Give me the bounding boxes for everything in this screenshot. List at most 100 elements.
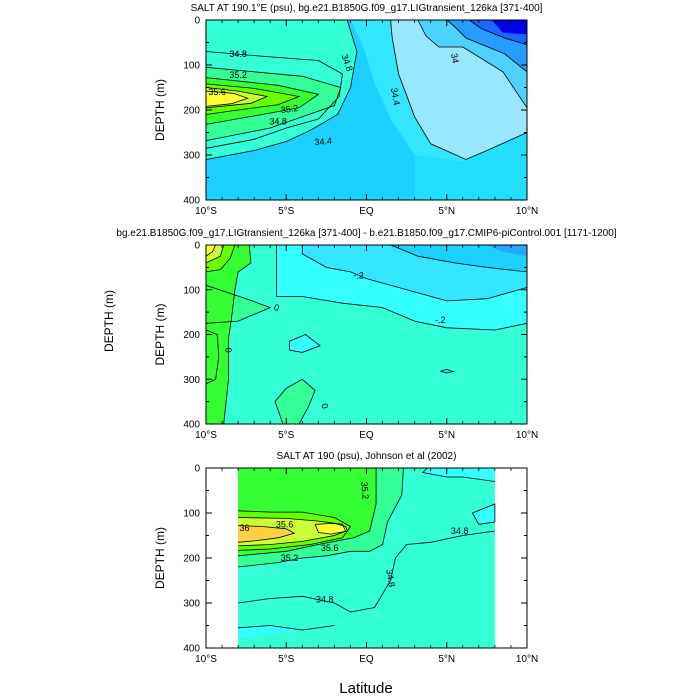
contour-line bbox=[421, 468, 495, 482]
plot-area: 35.2 35.6 36 35.6 35.2 34.8 34.8 34.8 bbox=[206, 468, 527, 648]
y-tick-label: 100 bbox=[183, 285, 200, 296]
contour-line bbox=[274, 378, 316, 424]
contour-fill-region bbox=[238, 625, 335, 639]
plot-area: 0 0 0 -.2 -.2 bbox=[206, 245, 527, 424]
x-tick-label: 5°N bbox=[438, 206, 455, 217]
contour-line bbox=[206, 66, 342, 141]
contour-line bbox=[206, 77, 320, 125]
contour-fill-region bbox=[206, 330, 219, 384]
x-tick-label: 5°S bbox=[278, 430, 295, 441]
contour-line bbox=[390, 245, 527, 273]
contour-line bbox=[238, 625, 335, 631]
panel-title: bg.e21.B1850G.f09_g17.LIGtransient_126ka… bbox=[116, 228, 616, 239]
y-tick-label: 200 bbox=[183, 330, 200, 341]
plot-area: 34.835.235.635.234.834.834.434.434 bbox=[206, 20, 527, 200]
contour-label: 35.2 bbox=[280, 103, 299, 115]
contour-line bbox=[238, 510, 352, 551]
contour-line bbox=[206, 87, 269, 109]
x-tick-label: EQ bbox=[359, 430, 374, 441]
contour-fill-region bbox=[390, 245, 527, 272]
contour-fill-region bbox=[289, 334, 320, 353]
contour-line bbox=[223, 245, 252, 424]
panel-salinity-difference: 0 0 0 -.2 -.2 bg.e21.B1850G.f09_g17.LIGtransi… bbox=[116, 228, 616, 441]
x-tick-label: 10°S bbox=[195, 206, 217, 217]
contour-line bbox=[276, 245, 527, 331]
x-tick-label: 10°N bbox=[516, 430, 538, 441]
panel-title: SALT AT 190.1°E (psu), bg.e21.B1850G.f09… bbox=[191, 3, 543, 14]
y-axis-label: DEPTH (m) bbox=[153, 79, 167, 141]
y-axis-label: DEPTH (m) bbox=[153, 527, 167, 589]
x-tick-label: 5°N bbox=[438, 430, 455, 441]
contour-fill-region bbox=[414, 128, 527, 200]
x-tick-label: EQ bbox=[359, 206, 374, 217]
x-tick-label: 5°S bbox=[278, 206, 295, 217]
contour-line bbox=[238, 468, 377, 557]
y-tick-label: 300 bbox=[183, 599, 200, 610]
contour-label: 34.8 bbox=[384, 569, 397, 588]
contour-label: 35.2 bbox=[281, 553, 299, 563]
contour-fill-region bbox=[472, 504, 495, 525]
contour-line bbox=[206, 329, 220, 385]
y-tick-label: 300 bbox=[183, 375, 200, 386]
contour-line bbox=[206, 90, 249, 107]
contour-fill-region bbox=[486, 245, 527, 257]
contour-line bbox=[206, 83, 301, 115]
x-tick-label: 10°S bbox=[195, 654, 217, 665]
contour-line bbox=[206, 51, 343, 149]
contour-fill-region bbox=[422, 468, 495, 482]
y-tick-label: 100 bbox=[183, 61, 200, 72]
y-tick-label: 0 bbox=[194, 464, 200, 475]
contour-label: -.2 bbox=[435, 315, 446, 325]
x-tick-label: 10°S bbox=[195, 430, 217, 441]
contour-label: 35.6 bbox=[276, 519, 294, 529]
contour-label: 34.4 bbox=[389, 87, 402, 106]
contour-label: 0 bbox=[273, 302, 280, 313]
contour-line bbox=[314, 522, 348, 535]
x-axis-label: Latitude bbox=[339, 680, 392, 697]
contour-line bbox=[238, 530, 495, 613]
y-tick-label: 400 bbox=[183, 196, 200, 207]
contour-fill-region bbox=[206, 245, 251, 424]
contour-line bbox=[206, 245, 236, 273]
contour-line bbox=[472, 503, 496, 525]
contour-label: 34 bbox=[449, 53, 461, 65]
x-tick-label: 5°N bbox=[438, 654, 455, 665]
panel-title: SALT AT 190 (psu), Johnson et al (2002) bbox=[277, 451, 457, 462]
y-tick-label: 200 bbox=[183, 106, 200, 117]
x-tick-label: 10°N bbox=[516, 206, 538, 217]
contour-label: 35.2 bbox=[229, 70, 247, 80]
panel-observed-salinity: 35.2 35.6 36 35.6 35.2 34.8 34.8 34.8 SALT AT 19… bbox=[153, 451, 538, 665]
contour-label: 35.2 bbox=[359, 481, 370, 499]
contour-line bbox=[446, 20, 527, 73]
y-tick-label: 0 bbox=[194, 241, 200, 252]
contour-label: 34.8 bbox=[229, 49, 247, 59]
contour-line bbox=[238, 468, 404, 568]
contour-line bbox=[289, 334, 321, 353]
x-tick-label: 5°S bbox=[278, 654, 295, 665]
contour-label: 34.4 bbox=[314, 136, 332, 147]
contour-line bbox=[468, 20, 527, 46]
contour-line bbox=[238, 525, 296, 543]
y-axis-label: DEPTH (m) bbox=[153, 304, 167, 366]
contour-fill-region bbox=[491, 20, 527, 35]
contour-line bbox=[206, 20, 358, 160]
contour-label: 35.6 bbox=[321, 543, 339, 553]
contour-label: 34.8 bbox=[451, 526, 469, 536]
y-tick-label: 0 bbox=[194, 16, 200, 27]
y-axis-label-outer: DEPTH (m) bbox=[102, 290, 116, 352]
contour-line bbox=[390, 20, 527, 160]
contour-label: 35.6 bbox=[208, 87, 226, 97]
contour-label: 34.8 bbox=[316, 594, 334, 604]
contour-line bbox=[206, 284, 272, 324]
contour-label: 36 bbox=[239, 523, 249, 533]
contour-label: 34.8 bbox=[269, 116, 287, 126]
x-tick-label: EQ bbox=[359, 654, 374, 665]
contour-line bbox=[301, 245, 527, 302]
y-tick-label: 400 bbox=[183, 644, 200, 655]
x-tick-label: 10°N bbox=[516, 654, 538, 665]
y-tick-label: 100 bbox=[183, 509, 200, 520]
contour-label: 0 bbox=[223, 347, 234, 354]
y-tick-label: 300 bbox=[183, 151, 200, 162]
